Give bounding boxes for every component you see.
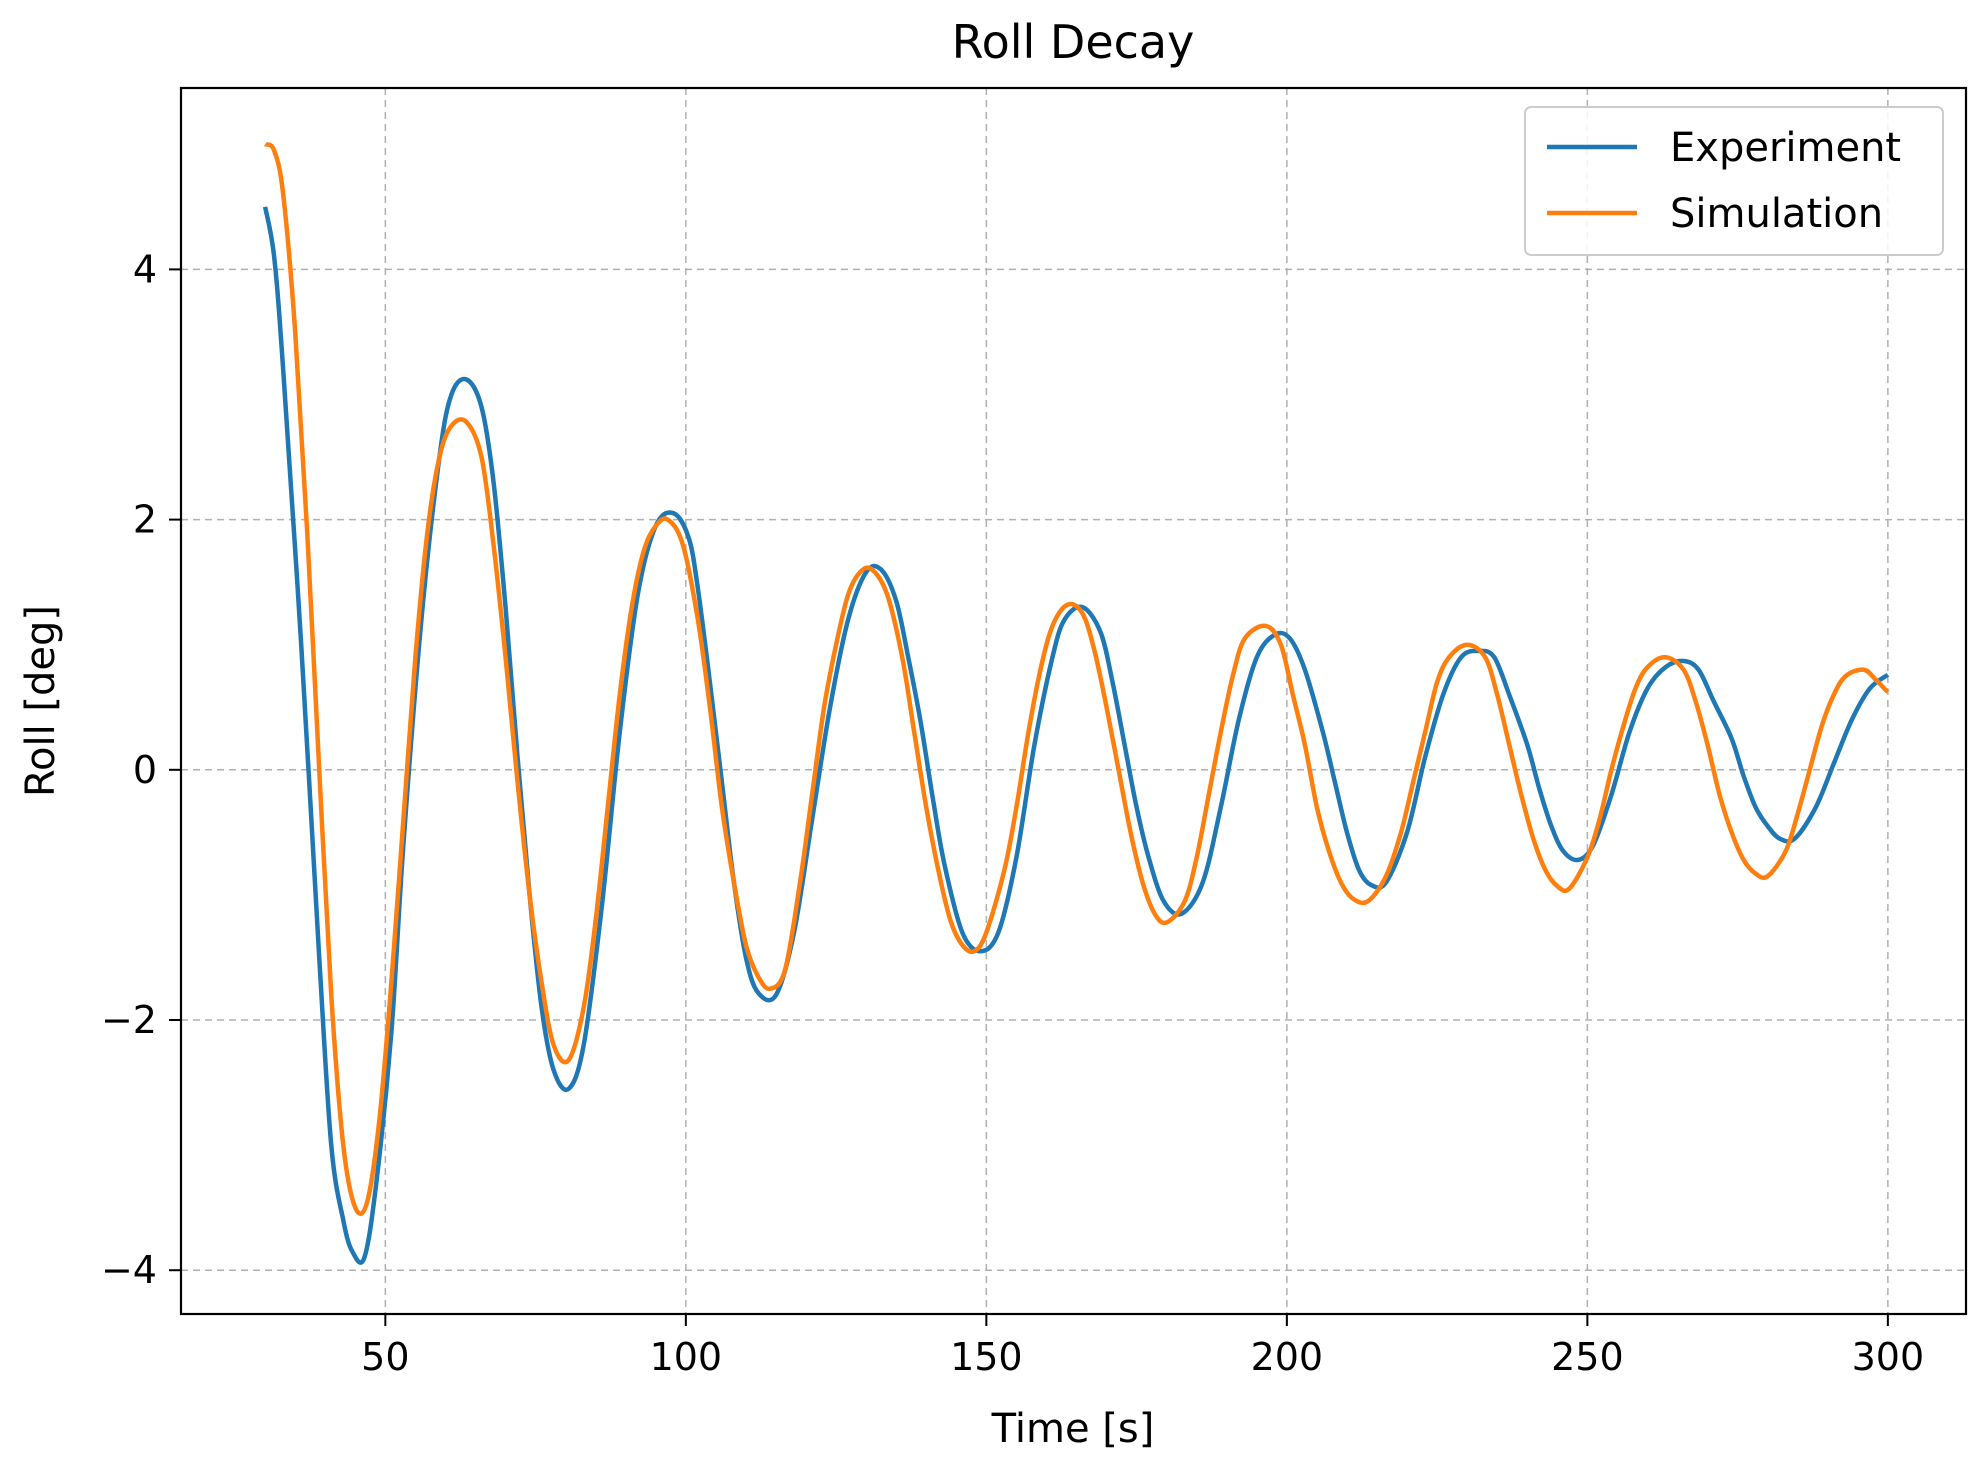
y-tick-label: 2 (133, 498, 157, 542)
x-tick-label: 100 (650, 1335, 723, 1379)
x-tick-label: 250 (1551, 1335, 1624, 1379)
x-tick-label: 50 (361, 1335, 409, 1379)
y-tick-label: 0 (133, 748, 157, 792)
y-tick-label: 4 (133, 247, 157, 291)
grid-lines (181, 88, 1966, 1314)
chart-title: Roll Decay (952, 15, 1195, 69)
legend: Experiment Simulation (1524, 106, 1944, 256)
series-line-experiment (262, 206, 1890, 1265)
x-axis-label: Time [s] (991, 1406, 1155, 1452)
plot-series (262, 142, 1890, 1265)
y-tick-label: −2 (101, 998, 157, 1042)
y-axis-label: Roll [deg] (18, 605, 64, 797)
plot-area-frame (179, 86, 1968, 1316)
y-tick-label: −4 (101, 1248, 157, 1292)
legend-box (1524, 106, 1944, 256)
series-line-simulation (263, 142, 1890, 1216)
axis-ticks: 50 100 150 200 250 300 −4 −2 0 2 4 (101, 247, 1924, 1379)
legend-label-experiment: Experiment (1670, 125, 1901, 171)
legend-label-simulation: Simulation (1670, 191, 1883, 237)
x-tick-label: 300 (1852, 1335, 1925, 1379)
x-tick-label: 150 (950, 1335, 1023, 1379)
x-tick-label: 200 (1251, 1335, 1324, 1379)
